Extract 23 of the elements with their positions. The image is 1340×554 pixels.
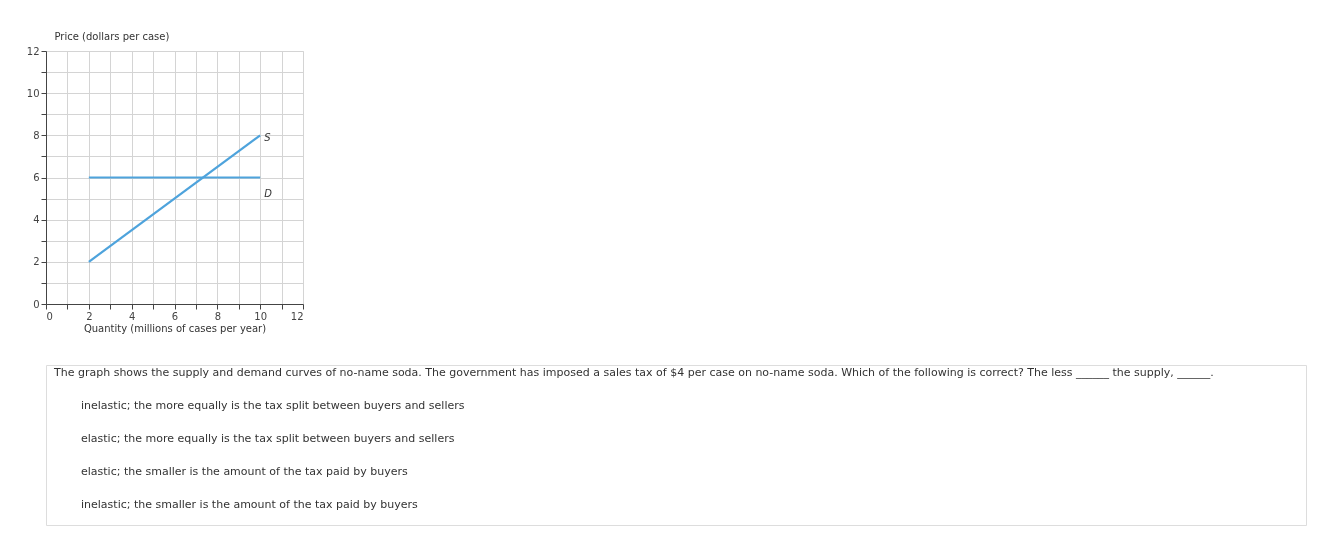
x-tick-label: 4 [128,310,136,322]
y-tick-label: 0 [33,298,40,310]
x-axis-title: Quantity (millions of cases per year) [83,322,267,334]
y-tick-label: 2 [33,256,40,268]
x-tick-label: 6 [171,310,179,322]
y-tick-label: 4 [33,214,40,226]
x-tick-label: 12 [290,310,304,322]
text: elastic; the smaller is the amount of the tax paid by buyers [81,465,409,478]
y-tick-label: 6 [33,172,40,183]
y-tick-label: 10 [26,87,40,99]
text: inelastic; the more equally is the tax split between buyers and sellers [81,399,465,412]
x-tick-label: 10 [254,310,268,322]
series-label: S [264,132,272,144]
x-tick-label: 8 [214,310,222,322]
series-label: D [264,187,273,199]
y-axis-title: Price (dollars per case) [54,30,170,42]
text: elastic; the more equally is the tax split between buyers and sellers [81,432,455,445]
y-tick-label: 12 [26,45,40,57]
text: inelastic; the smaller is the amount of the tax paid by buyers [81,498,419,511]
x-tick-label: 2 [86,310,93,322]
x-tick-label: 0 [46,310,53,322]
y-tick-label: 8 [33,129,40,141]
text: The graph shows the supply and demand curves of no-name soda. The government has imposed a sales tax of $4 per case on no-name soda. Which of the following is correct? The less ______ the supply, ______. [53,366,1214,379]
